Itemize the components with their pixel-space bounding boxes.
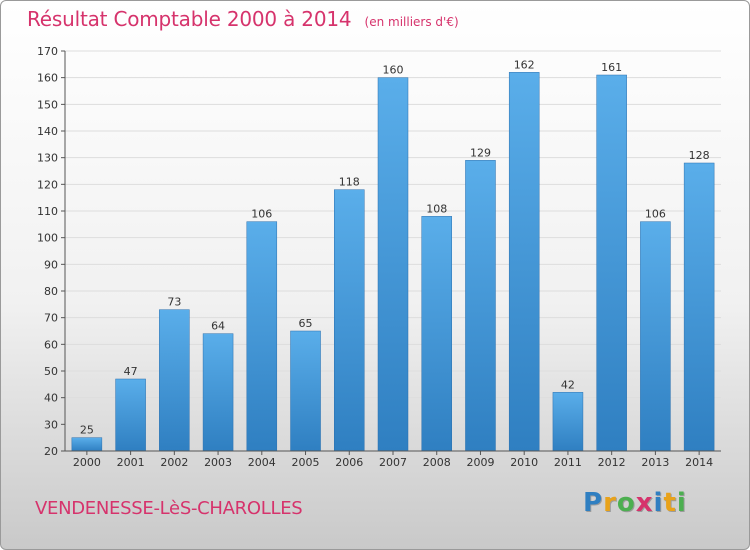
bar (508, 72, 540, 452)
x-tick-label: 2014 (685, 456, 713, 469)
data-label: 73 (167, 296, 181, 309)
bar (683, 162, 715, 452)
y-tick-label: 110 (37, 205, 58, 218)
logo-letter: i (676, 488, 687, 518)
x-tick-label: 2000 (73, 456, 101, 469)
x-tick-label: 2004 (248, 456, 276, 469)
y-tick-label: 170 (37, 45, 58, 58)
x-tick-label: 2002 (160, 456, 188, 469)
x-tick-label: 2009 (466, 456, 494, 469)
y-tick-label: 150 (37, 98, 58, 111)
data-label: 160 (383, 64, 404, 77)
data-label: 161 (601, 61, 622, 74)
y-tick-label: 90 (44, 258, 58, 271)
data-label: 64 (211, 320, 225, 333)
x-tick-label: 2006 (335, 456, 363, 469)
data-label: 162 (514, 58, 535, 71)
bars (71, 72, 715, 452)
proxiti-logo: Proxiti (583, 488, 687, 518)
y-tick-label: 30 (44, 418, 58, 431)
data-label: 108 (426, 202, 447, 215)
y-tick-label: 80 (44, 285, 58, 298)
commune-name: VENDENESSE-LèS-CHAROLLES (35, 498, 303, 519)
bar (465, 160, 496, 452)
x-tick-label: 2013 (641, 456, 669, 469)
bar (71, 437, 103, 452)
data-label: 65 (299, 317, 313, 330)
logo-letter: o (616, 488, 636, 518)
y-tick-label: 60 (44, 338, 58, 351)
bar (115, 378, 146, 452)
y-tick-label: 160 (37, 72, 58, 85)
y-tick-label: 100 (37, 232, 58, 245)
logo-letter: x (635, 488, 654, 518)
y-tick-label: 70 (44, 312, 58, 325)
x-tick-label: 2005 (292, 456, 320, 469)
bar (421, 216, 452, 452)
data-label: 106 (645, 208, 666, 221)
x-tick-label: 2003 (204, 456, 232, 469)
x-tick-label: 2007 (379, 456, 407, 469)
y-tick-label: 40 (44, 392, 58, 405)
x-tick-label: 2008 (423, 456, 451, 469)
bar (202, 333, 234, 452)
logo-letter: i (653, 488, 664, 518)
bar (334, 189, 365, 452)
bar (552, 392, 584, 452)
x-tick-label: 2001 (117, 456, 145, 469)
data-label: 106 (251, 208, 272, 221)
bar (159, 309, 190, 452)
bar (640, 221, 671, 452)
x-tick-label: 2012 (598, 456, 626, 469)
bar (596, 74, 627, 452)
y-tick-label: 20 (44, 445, 58, 458)
labels: 20 30 40 50 60 70 80 90 100 110 120 130 140 150 160 170… (37, 45, 713, 469)
data-label: 25 (80, 424, 94, 437)
y-tick-label: 120 (37, 178, 58, 191)
title-row: Résultat Comptable 2000 à 2014 (en milli… (27, 7, 459, 31)
chart-subtitle: (en milliers d'€) (364, 15, 459, 29)
logo-letter: t (663, 488, 677, 518)
data-label: 129 (470, 146, 491, 159)
y-tick-label: 140 (37, 125, 58, 138)
data-label: 47 (124, 365, 138, 378)
logo-letter: r (603, 488, 617, 518)
data-label: 128 (689, 149, 710, 162)
y-tick-label: 50 (44, 365, 58, 378)
data-label: 42 (561, 378, 575, 391)
bar (290, 330, 321, 452)
axes (61, 50, 721, 455)
bar (377, 77, 409, 452)
bar (246, 221, 278, 452)
x-tick-label: 2010 (510, 456, 538, 469)
logo-letter: P (583, 488, 604, 518)
y-tick-label: 130 (37, 152, 58, 165)
x-tick-label: 2011 (554, 456, 582, 469)
chart-title: Résultat Comptable 2000 à 2014 (27, 7, 352, 31)
data-label: 118 (339, 176, 360, 189)
